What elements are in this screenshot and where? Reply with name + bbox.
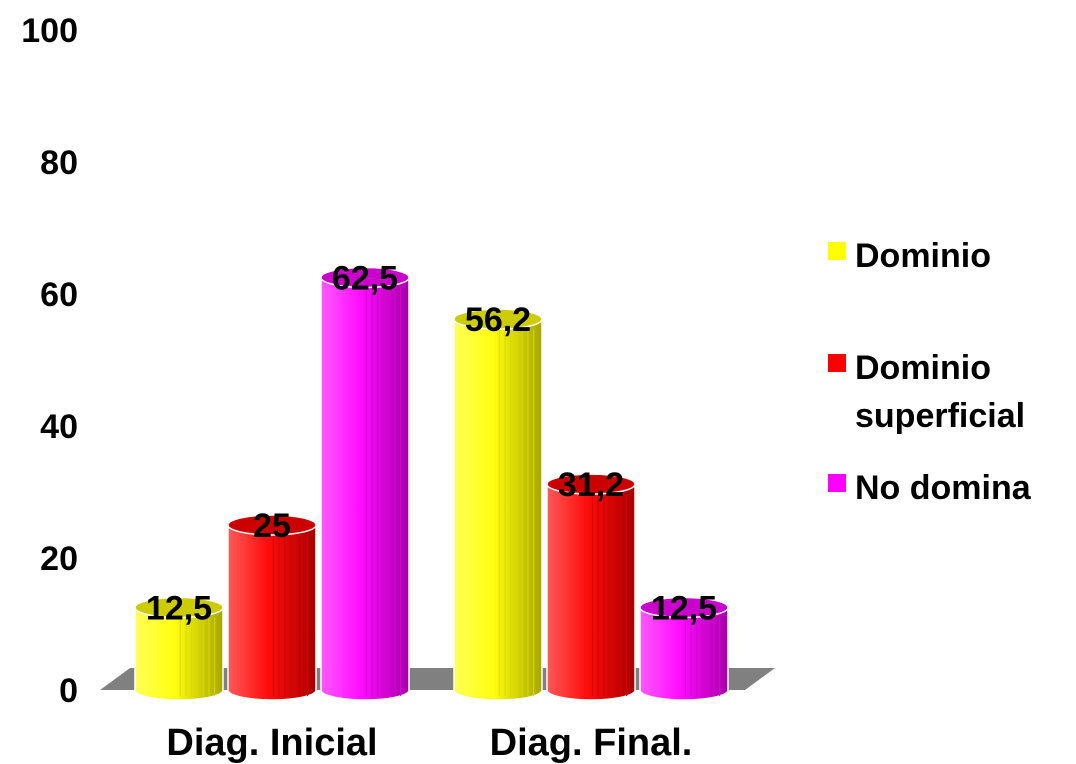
- y-tick-label: 80: [40, 144, 78, 182]
- legend-swatch: [828, 474, 846, 492]
- legend-label: Dominio: [855, 237, 991, 275]
- legend-item: Dominio superficial: [828, 349, 1025, 435]
- legend-item: Dominio: [828, 237, 991, 275]
- bar: [453, 308, 543, 701]
- data-label: 31,2: [558, 466, 624, 504]
- legend-item: No domina: [828, 469, 1032, 507]
- y-tick-label: 0: [59, 672, 78, 710]
- data-label: 56,2: [465, 301, 531, 339]
- x-category-label: Diag. Inicial: [166, 722, 377, 764]
- bar: [320, 266, 410, 701]
- data-label: 25: [253, 507, 291, 545]
- legend-label: Dominio: [855, 349, 991, 387]
- y-tick-label: 40: [40, 408, 78, 446]
- bar: [227, 514, 317, 701]
- bar: [639, 596, 729, 701]
- legend-label: No domina: [855, 469, 1032, 507]
- bar: [546, 473, 636, 701]
- x-category-label: Diag. Final.: [490, 722, 693, 764]
- data-label: 12,5: [146, 590, 212, 628]
- legend-swatch: [828, 242, 846, 260]
- y-tick-label: 100: [21, 12, 78, 50]
- bar: [134, 596, 224, 701]
- y-tick-label: 60: [40, 276, 78, 314]
- data-label: 62,5: [332, 260, 398, 298]
- y-tick-label: 20: [40, 540, 78, 578]
- data-label: 12,5: [651, 590, 717, 628]
- legend-label: superficial: [855, 397, 1025, 435]
- legend-swatch: [828, 354, 846, 372]
